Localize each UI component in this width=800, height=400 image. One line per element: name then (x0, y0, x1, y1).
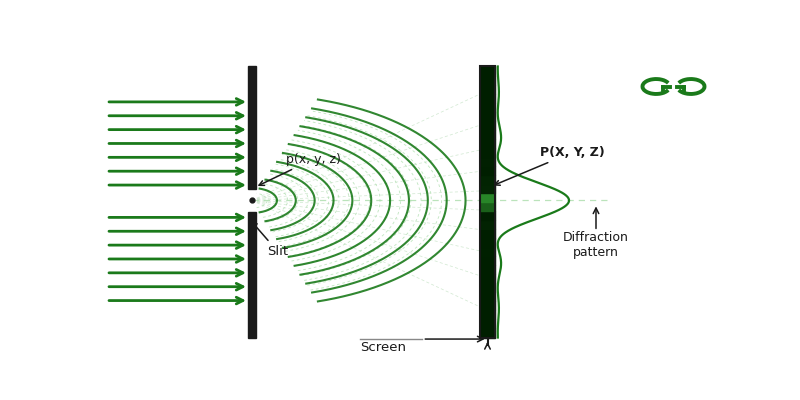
Bar (480, 193, 495, 202)
Text: P(X, Y, Z): P(X, Y, Z) (494, 146, 605, 185)
Bar (480, 66, 495, 76)
Bar (480, 130, 495, 139)
Bar (480, 274, 495, 283)
Bar (480, 66, 495, 338)
Bar (480, 238, 495, 247)
Bar (480, 166, 495, 175)
Bar (480, 103, 495, 112)
Bar (480, 247, 495, 256)
Bar (480, 94, 495, 103)
Text: Diffraction
pattern: Diffraction pattern (563, 231, 629, 259)
Bar (480, 184, 495, 193)
Bar (480, 148, 495, 157)
Bar (480, 320, 495, 328)
Bar (480, 328, 495, 338)
Bar (480, 229, 495, 238)
Text: p(x, y, z): p(x, y, z) (259, 152, 341, 185)
Bar (480, 157, 495, 166)
Bar (480, 292, 495, 301)
Bar (480, 139, 495, 148)
Bar (480, 84, 495, 94)
Bar (480, 112, 495, 121)
Bar (480, 121, 495, 130)
Bar (480, 202, 495, 211)
Bar (248, 212, 256, 338)
Bar (480, 211, 495, 220)
Bar (248, 66, 256, 189)
Bar (480, 310, 495, 320)
Bar (480, 256, 495, 265)
Bar (480, 301, 495, 310)
Bar (480, 220, 495, 229)
Text: Screen: Screen (361, 341, 406, 354)
Bar (480, 175, 495, 184)
Text: Slit: Slit (252, 222, 289, 258)
Bar (480, 76, 495, 84)
Bar (480, 265, 495, 274)
Bar (480, 283, 495, 292)
